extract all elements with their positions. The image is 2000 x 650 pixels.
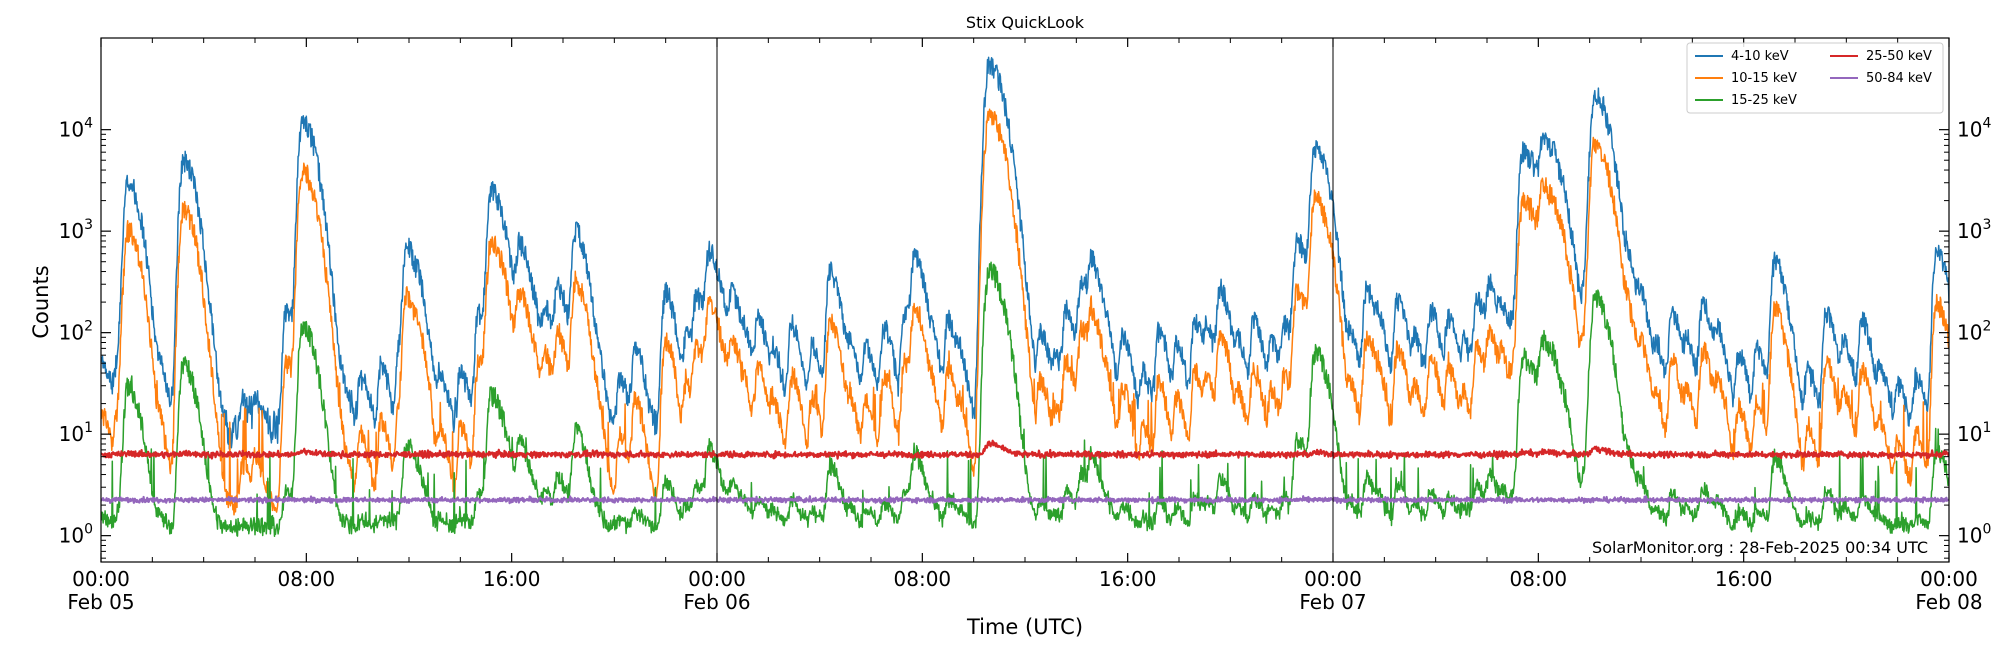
y-tick-label-right-4: 104	[1957, 116, 1991, 142]
legend-label-50-84-kev: 50-84 keV	[1866, 71, 1932, 86]
solarmonitor-annotation: SolarMonitor.org : 28-Feb-2025 00:34 UTC	[1592, 538, 1928, 557]
y-tick-label-4: 104	[59, 116, 93, 142]
day-boundary-lines	[716, 38, 1334, 562]
x-tick-label-5: 16:00	[1099, 567, 1157, 591]
legend-label-25-50-kev: 25-50 keV	[1866, 49, 1932, 64]
x-tick-label-8: 16:00	[1715, 567, 1773, 591]
x-tick-date-0: Feb 05	[67, 590, 134, 614]
x-tick-label-1: 08:00	[278, 567, 336, 591]
x-tick-label-0: 00:00	[72, 567, 130, 591]
y-tick-label-right-2: 102	[1957, 319, 1991, 345]
x-tick-date-6: Feb 07	[1299, 590, 1366, 614]
x-tick-label-7: 08:00	[1510, 567, 1568, 591]
series-line-50-84-kev	[101, 495, 1949, 505]
y-tick-label-2: 102	[59, 319, 93, 345]
x-tick-label-4: 08:00	[894, 567, 952, 591]
series-line-4-10-kev	[101, 56, 1949, 450]
x-tick-label-3: 00:00	[688, 567, 746, 591]
y-tick-label-right-0: 100	[1957, 522, 1991, 548]
x-tick-date-9: Feb 08	[1915, 590, 1982, 614]
x-tick-label-9: 00:00	[1920, 567, 1978, 591]
series-layer	[101, 56, 1949, 538]
y-tick-label-right-3: 103	[1957, 217, 1991, 243]
legend-label-15-25-kev: 15-25 keV	[1731, 93, 1797, 108]
x-axis-label: Time (UTC)	[966, 615, 1083, 639]
series-line-25-50-kev	[101, 439, 1949, 461]
x-tick-label-2: 16:00	[483, 567, 541, 591]
y-tick-label-right-1: 101	[1957, 420, 1991, 446]
x-tick-date-3: Feb 06	[683, 590, 750, 614]
legend-label-10-15-kev: 10-15 keV	[1731, 71, 1797, 86]
x-tick-label-6: 00:00	[1304, 567, 1362, 591]
legend-label-4-10-kev: 4-10 keV	[1731, 49, 1789, 64]
legend-box	[1686, 42, 1944, 114]
y-tick-label-3: 103	[59, 217, 93, 243]
series-line-10-15-kev	[101, 108, 1949, 516]
legend: 4-10 keV 10-15 keV 15-25 keV 25-50 keV 50-84…	[1686, 42, 1944, 114]
y-axis-label: Counts	[29, 265, 53, 338]
chart-title: Stix QuickLook	[966, 13, 1085, 32]
y-tick-label-1: 101	[59, 420, 93, 446]
y-tick-label-0: 100	[59, 522, 93, 548]
